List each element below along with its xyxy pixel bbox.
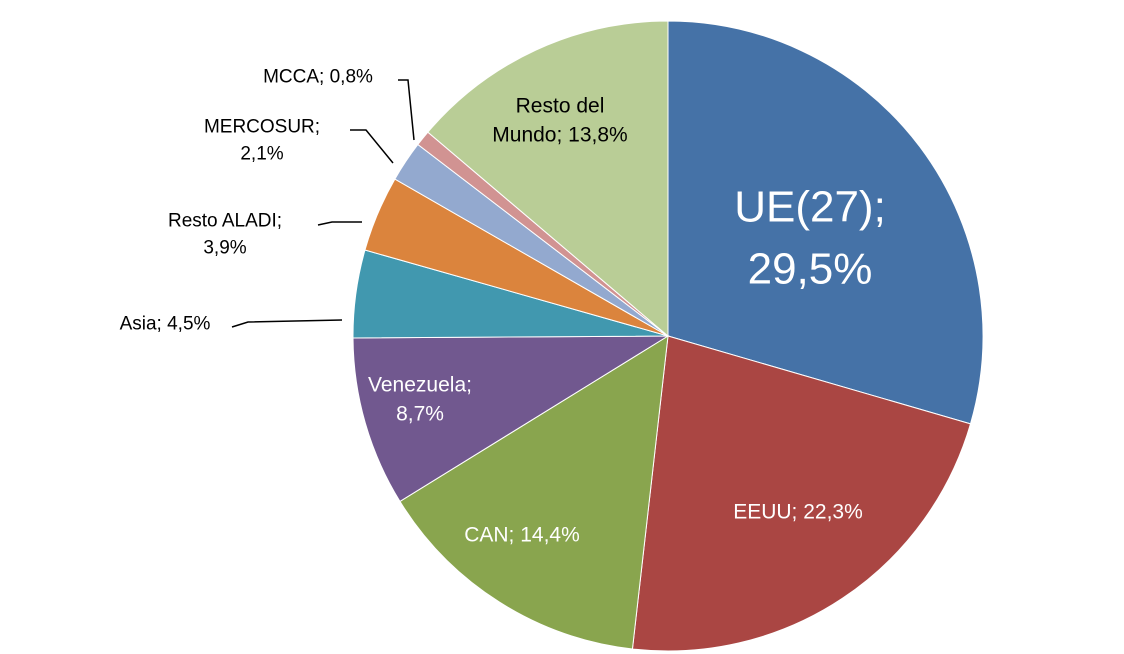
category-label: EEUU; xyxy=(733,500,798,524)
value-label: 2,1% xyxy=(240,143,284,164)
data-label: MERCOSUR; 2,1% xyxy=(187,114,337,167)
leader-line xyxy=(350,129,394,164)
value-label: 8,7% xyxy=(396,403,444,426)
value-label: 4,5% xyxy=(167,313,211,335)
pie-slice xyxy=(352,335,670,503)
value-label: 14,4% xyxy=(520,523,580,547)
category-label: MERCOSUR; xyxy=(203,116,321,138)
pie-slice xyxy=(399,335,669,650)
value-label: 0,8% xyxy=(329,66,373,88)
data-label: EEUU; 22,3% xyxy=(678,497,918,526)
value-label: 29,5% xyxy=(747,244,873,293)
leader-line xyxy=(231,319,343,328)
leader-line xyxy=(317,221,362,226)
data-label: MCCA; 0,8% xyxy=(218,65,418,92)
category-label: Resto del Mundo; xyxy=(492,94,605,147)
data-label: Asia; 4,5% xyxy=(65,312,265,339)
pie-slice xyxy=(427,20,669,338)
category-label: Venezuela; xyxy=(368,373,472,397)
value-label: 22,3% xyxy=(803,500,863,524)
category-label: MCCA; xyxy=(263,66,325,88)
data-label: UE(27); 29,5% xyxy=(710,176,910,299)
leader-line xyxy=(398,79,415,141)
data-label: Resto del Mundo; 13,8% xyxy=(480,92,640,151)
data-label: Venezuela; 8,7% xyxy=(355,371,485,430)
data-label: Resto ALADI; 3,9% xyxy=(150,208,300,261)
pie-slice xyxy=(631,335,972,652)
pie-slice xyxy=(667,20,984,425)
data-label: CAN; 14,4% xyxy=(422,520,622,549)
category-label: CAN; xyxy=(464,523,515,547)
category-label: Asia; xyxy=(119,313,162,335)
value-label: 13,8% xyxy=(568,124,628,147)
value-label: 3,9% xyxy=(203,237,247,258)
category-label: UE(27); xyxy=(734,182,886,232)
category-label: Resto ALADI; xyxy=(167,210,283,232)
